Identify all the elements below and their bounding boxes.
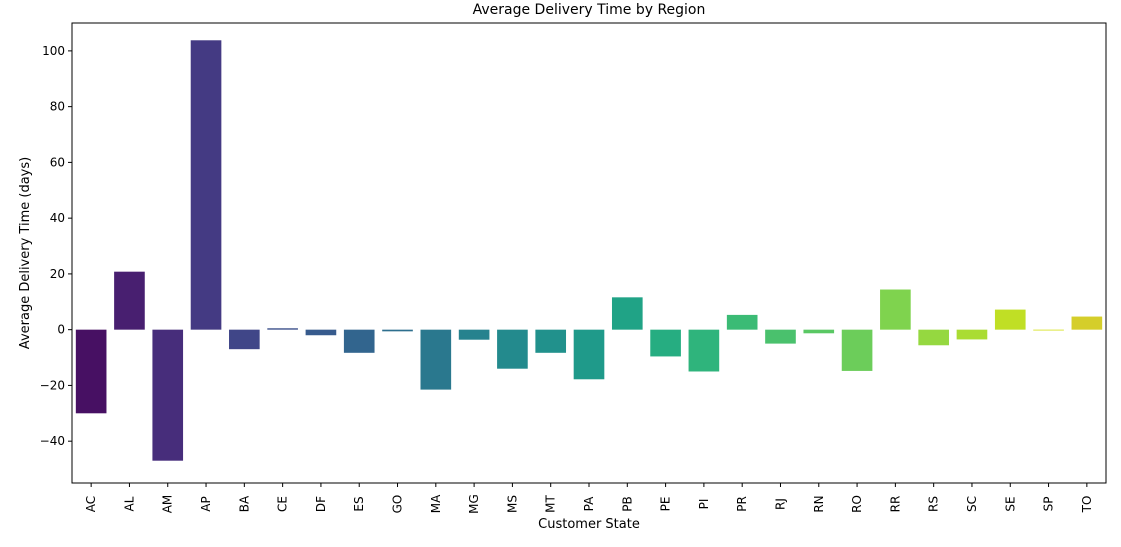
- x-tick-label: MA: [429, 494, 443, 513]
- bar-ac: [75, 329, 107, 414]
- bar-sc: [956, 329, 988, 340]
- x-tick-label: RJ: [773, 498, 787, 510]
- bar-rn: [803, 329, 835, 334]
- x-tick-label: TO: [1080, 496, 1094, 514]
- x-axis-title: Customer State: [538, 517, 640, 532]
- bar-ro: [841, 329, 873, 371]
- x-tick-label: RN: [812, 495, 826, 512]
- bar-pe: [650, 329, 681, 357]
- bar-ma: [420, 329, 452, 390]
- x-tick-label: MG: [467, 494, 481, 514]
- x-tick-label: PA: [582, 496, 596, 511]
- y-tick-label: 100: [42, 44, 65, 58]
- bar-pa: [573, 329, 605, 380]
- chart-title: Average Delivery Time by Region: [473, 2, 706, 18]
- bar-al: [114, 271, 145, 330]
- x-tick-label: SE: [1003, 496, 1017, 511]
- bar-rj: [765, 329, 796, 344]
- bar-se: [994, 309, 1026, 330]
- x-tick-label: PR: [735, 496, 749, 512]
- bar-sp: [1033, 329, 1064, 331]
- x-tick-label: RO: [850, 495, 864, 513]
- bar-mt: [535, 329, 567, 353]
- y-axis-title: Average Delivery Time (days): [18, 157, 33, 349]
- x-tick-label: GO: [391, 495, 405, 514]
- bar-to: [1071, 316, 1103, 330]
- x-tick-label: PB: [620, 496, 634, 511]
- x-tick-label: AM: [161, 495, 175, 514]
- y-tick-label: 60: [50, 155, 65, 169]
- bar-df: [305, 329, 337, 336]
- bar-ap: [190, 40, 222, 330]
- bar-go: [382, 329, 413, 332]
- plot-frame: [71, 22, 1107, 484]
- x-tick-label: AC: [84, 496, 98, 512]
- bar-pi: [688, 329, 720, 372]
- bar-ms: [497, 329, 528, 369]
- y-tick-label: 80: [50, 100, 65, 114]
- x-tick-label: SC: [965, 496, 979, 512]
- bars-layer: [75, 40, 1103, 461]
- x-tick-label: CE: [276, 496, 290, 512]
- y-tick-label: −20: [40, 378, 65, 392]
- x-tick-label: AL: [122, 496, 136, 511]
- x-tick-label: MT: [544, 494, 558, 512]
- x-tick-label: PE: [659, 497, 673, 512]
- bar-rs: [918, 329, 949, 346]
- x-tick-label: PI: [697, 499, 711, 510]
- y-tick-label: 40: [50, 211, 65, 225]
- y-tick-label: 0: [57, 323, 65, 337]
- bar-pr: [726, 314, 758, 330]
- x-tick-label: RR: [888, 496, 902, 513]
- x-tick-label: ES: [352, 496, 366, 511]
- bar-pb: [611, 297, 643, 330]
- x-tick-label: SP: [1042, 497, 1056, 512]
- bar-ce: [267, 328, 298, 330]
- bar-ba: [229, 329, 260, 350]
- y-tick-label: 20: [50, 267, 65, 281]
- x-tick-label: BA: [237, 495, 251, 512]
- x-tick-label: MS: [505, 495, 519, 513]
- x-axis: AC AL AM AP BA CE DF ES GO MA MG MS MT PA PB PE PI PR RJ RN…: [84, 483, 1094, 514]
- y-axis: −40 −20 0 20 40 60 80 100: [40, 44, 72, 448]
- y-tick-label: −40: [40, 434, 65, 448]
- bar-am: [152, 329, 184, 461]
- x-tick-label: AP: [199, 496, 213, 511]
- x-tick-label: RS: [927, 496, 941, 512]
- bar-mg: [458, 329, 490, 340]
- bar-rr: [880, 289, 911, 330]
- bar-es: [343, 329, 375, 353]
- x-tick-label: DF: [314, 496, 328, 512]
